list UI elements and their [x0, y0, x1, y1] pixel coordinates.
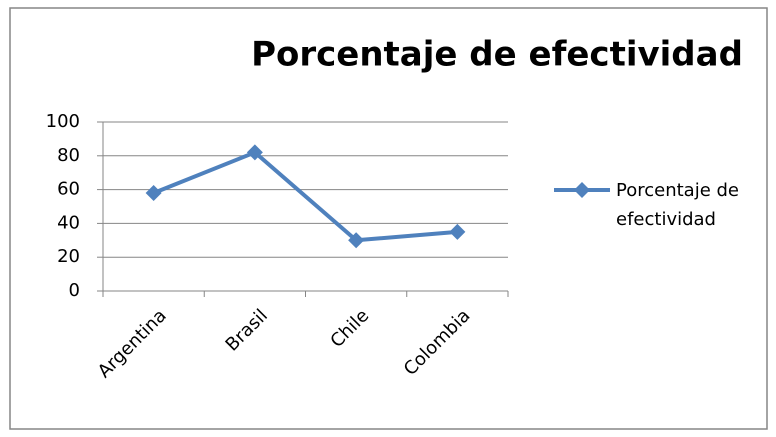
y-tick-label: 60	[57, 179, 80, 200]
data-point	[449, 223, 466, 240]
data-point	[348, 232, 365, 249]
chart-border	[9, 7, 768, 430]
y-tick-label: 20	[57, 246, 80, 267]
y-tick-label: 100	[46, 111, 80, 132]
data-point	[145, 184, 162, 201]
y-tick-label: 0	[69, 280, 80, 301]
chart-title: Porcentaje de efectividad	[251, 35, 743, 75]
legend-label: Porcentaje de efectividad	[616, 180, 739, 230]
legend-marker	[574, 182, 590, 198]
data-point	[246, 144, 263, 161]
y-tick-label: 80	[57, 145, 80, 166]
y-tick-label: 40	[57, 212, 80, 233]
series-line	[152, 150, 458, 243]
